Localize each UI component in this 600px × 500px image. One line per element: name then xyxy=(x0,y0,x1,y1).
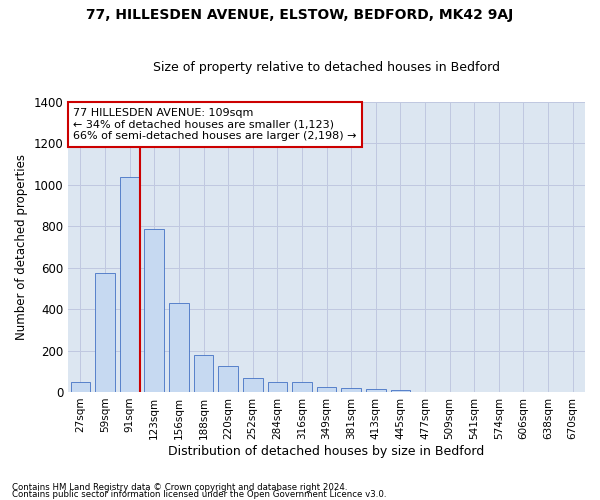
Y-axis label: Number of detached properties: Number of detached properties xyxy=(15,154,28,340)
Bar xyxy=(120,176,140,392)
Text: 77 HILLESDEN AVENUE: 109sqm
← 34% of detached houses are smaller (1,123)
66% of : 77 HILLESDEN AVENUE: 109sqm ← 34% of det… xyxy=(73,108,357,141)
Bar xyxy=(268,382,287,392)
Bar xyxy=(292,382,312,392)
Bar xyxy=(218,366,238,392)
Bar xyxy=(194,354,214,392)
Title: Size of property relative to detached houses in Bedford: Size of property relative to detached ho… xyxy=(153,62,500,74)
Text: Contains HM Land Registry data © Crown copyright and database right 2024.: Contains HM Land Registry data © Crown c… xyxy=(12,484,347,492)
X-axis label: Distribution of detached houses by size in Bedford: Distribution of detached houses by size … xyxy=(169,444,485,458)
Bar xyxy=(317,387,337,392)
Bar xyxy=(145,230,164,392)
Text: Contains public sector information licensed under the Open Government Licence v3: Contains public sector information licen… xyxy=(12,490,386,499)
Bar xyxy=(243,378,263,392)
Text: 77, HILLESDEN AVENUE, ELSTOW, BEDFORD, MK42 9AJ: 77, HILLESDEN AVENUE, ELSTOW, BEDFORD, M… xyxy=(86,8,514,22)
Bar xyxy=(95,273,115,392)
Bar xyxy=(71,382,91,392)
Bar xyxy=(341,388,361,392)
Bar xyxy=(169,303,189,392)
Bar xyxy=(391,390,410,392)
Bar xyxy=(366,389,386,392)
